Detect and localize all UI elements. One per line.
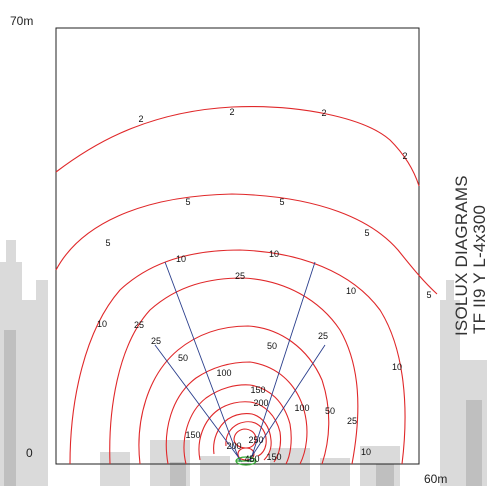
beam-line-right-outer <box>249 261 316 463</box>
side-title: ISOLUX DIAGRAMS TF II9 Y L-4x300 <box>452 158 487 348</box>
contour-label-2: 2 <box>138 114 143 124</box>
contour-label-5: 5 <box>426 290 431 300</box>
contour-label-450: 450 <box>244 454 259 464</box>
contour-label-10: 10 <box>392 362 402 372</box>
beam-lines <box>154 261 326 463</box>
origin-label: 0 <box>26 446 33 460</box>
side-title-line1: ISOLUX DIAGRAMS <box>452 175 471 336</box>
contour-400 <box>233 428 257 449</box>
contour-label-150: 150 <box>250 385 265 395</box>
contour-10 <box>69 249 406 465</box>
side-title-line2: TF II9 Y L-4x300 <box>470 204 487 334</box>
contour-50 <box>138 325 330 465</box>
contour-label-250: 250 <box>248 435 263 445</box>
contour-300 <box>225 421 267 457</box>
contour-label-10: 10 <box>176 254 186 264</box>
contour-label-100: 100 <box>294 403 309 413</box>
x-axis-max-label: 60m <box>424 472 448 486</box>
contour-label-25: 25 <box>235 271 245 281</box>
contour-label-25: 25 <box>151 336 161 346</box>
contour-label-200: 200 <box>226 441 241 451</box>
contour-label-25: 25 <box>318 331 328 341</box>
isolux-contours <box>55 106 438 465</box>
contour-label-10: 10 <box>346 286 356 296</box>
contour-250 <box>213 413 272 461</box>
plot-frame <box>55 27 420 465</box>
contour-label-25: 25 <box>134 320 144 330</box>
light-source-marker <box>235 456 257 466</box>
contour-100 <box>165 361 308 465</box>
contour-25 <box>109 277 359 465</box>
contour-label-2: 2 <box>321 108 326 118</box>
skyline-background-dark <box>4 330 482 486</box>
contour-label-150: 150 <box>185 430 200 440</box>
contour-label-2: 2 <box>402 151 407 161</box>
contour-2 <box>55 106 420 187</box>
contour-label-50: 50 <box>325 406 335 416</box>
contour-label-10: 10 <box>361 447 371 457</box>
contour-label-150: 150 <box>266 452 281 462</box>
contour-label-5: 5 <box>185 197 190 207</box>
contour-label-25: 25 <box>347 416 357 426</box>
contour-label-5: 5 <box>279 197 284 207</box>
contour-label-100: 100 <box>216 368 231 378</box>
contour-label-5: 5 <box>364 228 369 238</box>
contour-label-200: 200 <box>253 398 268 408</box>
contour-150 <box>183 384 292 465</box>
contour-450 <box>237 447 255 461</box>
beam-line-right-inner <box>247 344 326 463</box>
beam-line-left-inner <box>154 344 243 463</box>
contour-label-2: 2 <box>229 107 234 117</box>
contour-label-50: 50 <box>267 341 277 351</box>
contour-label-50: 50 <box>178 353 188 363</box>
beam-line-left-outer <box>164 261 241 463</box>
contour-label-5: 5 <box>105 238 110 248</box>
y-axis-max-label: 70m <box>10 14 34 28</box>
contour-label-10: 10 <box>269 249 279 259</box>
contour-5 <box>55 193 438 295</box>
contour-label-10: 10 <box>97 319 107 329</box>
contour-200 <box>198 401 282 463</box>
